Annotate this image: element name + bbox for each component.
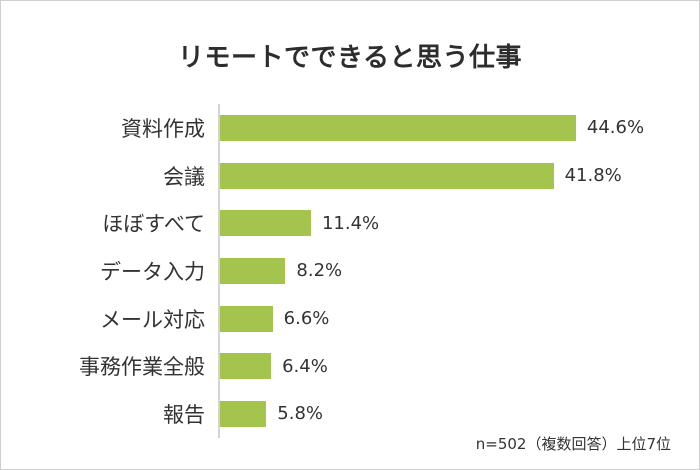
plot-area: 5.8% — [220, 390, 699, 438]
value-label: 41.8% — [564, 165, 622, 187]
bar — [220, 305, 273, 332]
chart-title: リモートでできると思う仕事 — [178, 43, 522, 73]
category-label: 事務作業全般 — [79, 355, 205, 380]
category-label: 資料作成 — [121, 116, 205, 141]
bar — [220, 400, 267, 427]
category-label: データ入力 — [100, 259, 205, 284]
category-label: メール対応 — [100, 307, 205, 332]
value-label: 6.4% — [282, 355, 328, 377]
bar — [220, 210, 311, 237]
plot-area: 8.2% — [220, 247, 699, 295]
bar — [220, 162, 554, 189]
plot-area: 44.6% — [220, 104, 699, 152]
sample-size-footnote: n=502（複数回答）上位7位 — [475, 435, 671, 453]
chart-row: 事務作業全般 6.4% — [1, 342, 699, 390]
chart-row: ほぼすべて 11.4% — [1, 199, 699, 247]
chart-row: 資料作成 44.6% — [1, 104, 699, 152]
category-label: 会議 — [163, 164, 205, 189]
category-label: 報告 — [163, 402, 205, 427]
chart-row: 会議 41.8% — [1, 152, 699, 200]
plot-area: 11.4% — [220, 199, 699, 247]
chart-row: 報告 5.8% — [1, 390, 699, 438]
category-label: ほぼすべて — [102, 212, 205, 237]
bar — [220, 257, 286, 284]
y-axis-line — [218, 104, 220, 438]
value-label: 5.8% — [277, 403, 324, 425]
bar — [220, 114, 576, 141]
value-label: 11.4% — [321, 212, 380, 234]
value-label: 8.2% — [296, 260, 343, 282]
chart-row: データ入力 8.2% — [1, 247, 699, 295]
chart-row: メール対応 6.6% — [1, 295, 699, 343]
plot-area: 6.4% — [220, 342, 699, 390]
plot-area: 41.8% — [220, 152, 699, 200]
bar-rows: 資料作成 44.6% 会議 41.8% ほぼすべて 11.4% データ入力 8.2% メール対応… — [1, 104, 699, 438]
value-label: 6.6% — [283, 308, 330, 330]
value-label: 44.6% — [586, 117, 645, 139]
bar — [220, 353, 272, 380]
plot-area: 6.6% — [220, 295, 699, 343]
